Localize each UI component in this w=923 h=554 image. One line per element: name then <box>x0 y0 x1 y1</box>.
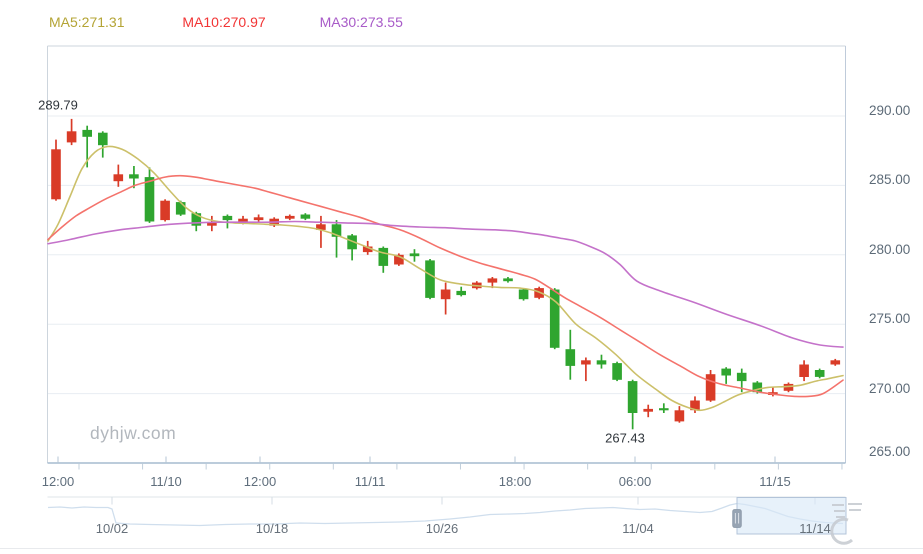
candle-body <box>285 215 295 219</box>
candle-body <box>331 224 342 237</box>
candle-body <box>830 360 841 365</box>
candle-body <box>98 132 108 146</box>
candle-body <box>487 278 498 283</box>
navigator-date-label: 10/26 <box>425 521 459 536</box>
y-axis-label: 285.00 <box>869 172 911 188</box>
candle-body <box>175 202 186 215</box>
candle-body <box>627 381 638 413</box>
candle-body <box>238 218 248 222</box>
y-axis-label: 265.00 <box>869 444 911 459</box>
watermark-text: dyhjw.com <box>90 423 177 443</box>
candle-body <box>425 260 435 298</box>
candle-body <box>659 408 669 411</box>
site-logo-watermark-icon <box>830 503 862 545</box>
candle-body <box>253 217 264 221</box>
candle-body <box>207 222 217 226</box>
x-axis-label: 11/11 <box>354 474 386 489</box>
candle-body <box>316 224 326 230</box>
navigator-selection[interactable] <box>736 497 847 535</box>
high-price-label: 289.79 <box>38 97 78 113</box>
candle-body <box>144 177 155 222</box>
candle-body <box>690 400 700 411</box>
candle-body <box>581 360 591 365</box>
legend-item-ma30: MA30:273.55 <box>319 14 403 30</box>
candle-body <box>736 372 747 382</box>
legend-item-ma10: MA10:270.97 <box>182 14 266 30</box>
candle-body <box>783 383 794 391</box>
candle-body <box>362 246 373 253</box>
navigator-date-label: 11/14 <box>799 521 831 536</box>
candle-body <box>534 288 544 298</box>
candles-layer <box>51 118 841 430</box>
x-axis-label: 18:00 <box>498 474 532 489</box>
x-axis-label: 11/10 <box>150 474 182 489</box>
candle-body <box>113 174 124 182</box>
candle-body <box>721 368 731 376</box>
candle-body <box>612 363 622 380</box>
x-axis-label: 11/15 <box>759 474 791 489</box>
navigator-date-label: 10/18 <box>255 521 289 536</box>
candle-body <box>129 174 139 179</box>
candle-body <box>674 410 685 422</box>
candle-body <box>347 235 357 250</box>
candle-body <box>549 289 560 348</box>
candle-body <box>799 364 809 377</box>
candle-body <box>191 213 202 226</box>
candle-body <box>456 290 466 296</box>
ma5-line <box>47 145 844 412</box>
legend-item-ma5: MA5:271.31 <box>49 14 125 30</box>
candle-body <box>160 200 170 221</box>
ma30-line <box>47 220 844 348</box>
x-axis-label: 12:00 <box>243 474 277 489</box>
candle-body <box>82 129 92 137</box>
navigator-date-label: 11/04 <box>622 521 654 536</box>
candle-body <box>752 382 763 393</box>
ma10-line <box>47 174 844 398</box>
candle-body <box>409 253 420 257</box>
candle-body <box>300 214 311 219</box>
candle-body <box>503 278 513 282</box>
low-price-label: 267.43 <box>605 430 645 446</box>
candle-body <box>394 254 404 265</box>
navigator-date-label: 10/02 <box>95 521 129 536</box>
y-axis-label: 280.00 <box>869 241 911 257</box>
y-axis-label: 270.00 <box>869 380 911 396</box>
navigator-handle-left[interactable] <box>732 509 742 528</box>
candle-body <box>518 289 529 300</box>
x-axis-label: 06:00 <box>618 474 652 489</box>
y-axis-label: 275.00 <box>869 311 911 327</box>
candle-body <box>66 131 77 143</box>
candle-body <box>222 215 233 221</box>
y-axis-label: 290.00 <box>869 103 911 118</box>
candle-body <box>814 370 825 377</box>
candle-body <box>643 408 653 412</box>
candle-body <box>378 247 389 266</box>
x-axis-label: 12:00 <box>41 474 75 489</box>
ma-legend: MA5:271.31 MA10:270.97 MA30:273.55 <box>49 14 403 30</box>
candle-body <box>51 149 61 200</box>
candle-body <box>705 374 716 401</box>
candle-body <box>565 349 576 366</box>
candle-body <box>596 360 607 365</box>
candle-body <box>440 289 451 300</box>
